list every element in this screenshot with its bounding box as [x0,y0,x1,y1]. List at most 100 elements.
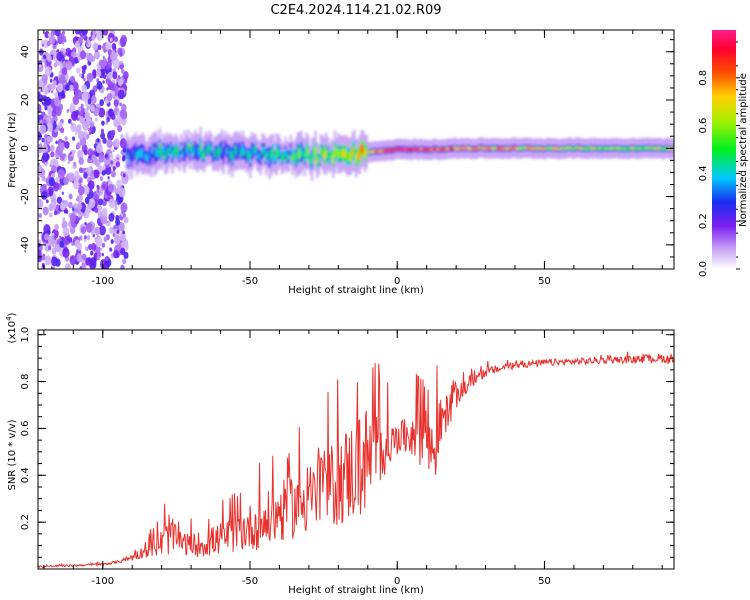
ridge-peak [475,147,478,151]
ridge-peak [125,146,128,155]
noise-blob [47,55,52,62]
ridge-peak [305,146,308,155]
noise-blob [89,257,97,268]
noise-blob [117,78,124,87]
noise-blob [74,30,81,35]
ridge-peak [268,152,271,163]
ridge-peak [602,146,605,150]
noise-blob [45,199,49,204]
noise-blob [65,60,73,71]
noise-blob [74,89,82,100]
ridge-peak [282,154,285,161]
ridge-peak [556,147,559,151]
noise-blob [59,153,65,161]
noise-blob [93,169,100,179]
noise-blob [94,226,101,236]
ridge-peak [565,146,568,151]
ridge-peak [441,147,444,151]
ridge-peak [499,146,503,150]
noise-blob [58,95,62,101]
ridge-peak [363,149,367,158]
noise-blob [60,202,66,211]
ridge-peak [333,147,337,157]
noise-blob [49,78,53,83]
ridge-peak [526,146,529,150]
x-tick-label: 0 [394,276,400,287]
ridge-peak [669,147,672,151]
noise-blob [39,48,44,56]
noise-blob [119,52,123,57]
noise-blob [59,235,62,239]
noise-blob [55,230,59,234]
ridge-peak [151,146,155,154]
colorbar-ticks: 0.0 0.2 0.4 0.6 0.8 [698,41,740,277]
ridge-peak [127,153,130,164]
ridge-peak [496,146,499,150]
noise-blob [89,121,95,128]
ridge-peak [250,147,254,156]
noise-blob [95,143,103,154]
x-tick-label: -50 [242,276,258,287]
colorbar-tick-label: 0.2 [698,213,709,229]
ridge-peak [620,146,623,150]
ridge-peak [187,143,190,151]
noise-blob [101,170,106,176]
ridge-peak [390,148,393,153]
ridge-peak [335,149,338,156]
ridge-peak [218,146,222,155]
noise-blob [56,51,63,61]
noise-blob [46,121,54,132]
noise-blob [87,99,92,105]
ridge-peak [425,148,429,152]
ridge-peak [259,153,262,162]
ridge-peak [162,146,165,153]
ridge-peak [377,149,381,154]
noise-blob [71,111,78,121]
ridge-peak [241,145,245,155]
ridge-peak [279,149,282,157]
ridge-peak [422,148,425,152]
noise-blob [110,239,114,244]
noise-blob [101,120,105,126]
snr-scale-label: (x104) [5,312,18,343]
noise-blob [102,183,106,190]
ridge-peak [141,148,144,159]
noise-blob [98,188,102,193]
noise-blob [106,64,110,71]
y-tick-label: 40 [20,45,31,58]
noise-blob [55,140,58,145]
noise-blob [83,235,87,240]
noise-blob [58,141,65,152]
noise-blob [94,50,100,58]
noise-blob [57,121,63,129]
ridge-peak [347,151,351,161]
ridge-peak [222,151,225,160]
noise-blob [56,83,64,93]
noise-blob [39,142,43,147]
noise-blob [113,99,119,107]
noise-blob [120,109,128,120]
noise-blob [48,212,53,218]
noise-blob [103,49,106,54]
noise-blob [104,154,108,159]
ridge-peak [369,150,372,154]
noise-blob [96,81,103,90]
ridge-peak [512,145,515,150]
ridge-peak [174,146,178,153]
noise-blob [105,256,109,261]
noise-blob [122,173,126,178]
noise-blob [98,225,106,236]
ridge-peak [158,143,162,154]
ridge-peak [337,149,340,159]
ridge-peak [588,146,591,151]
ridge-peak [651,147,655,151]
noise-blob [83,77,86,82]
ridge-peak [264,152,268,161]
noise-blob [51,256,58,267]
noise-blob [86,133,90,139]
noise-blob [108,183,114,193]
noise-blob [109,37,113,42]
ridge-peak [298,149,301,160]
noise-blob [106,92,113,101]
ridge-peak [429,148,432,152]
